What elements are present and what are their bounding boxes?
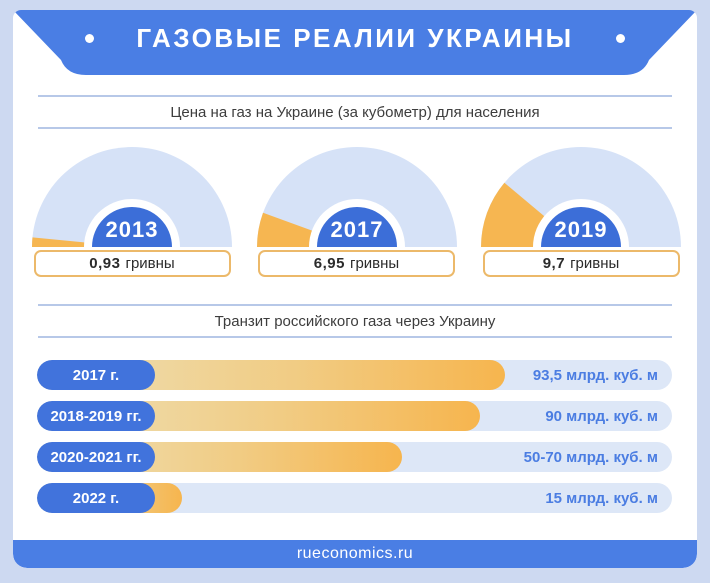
page-title: ГАЗОВЫЕ РЕАЛИИ УКРАИНЫ xyxy=(136,22,574,53)
bar-chart: 2017 г. 93,5 млрд. куб. м 2018-2019 гг. … xyxy=(13,338,697,513)
footer-bar: rueconomics.ru xyxy=(13,540,697,568)
bar-row-2017: 2017 г. 93,5 млрд. куб. м xyxy=(37,360,672,390)
gauge-2013: 2013 0,93 гривны xyxy=(31,147,233,277)
gauge-value-box: 6,95 гривны xyxy=(258,250,455,277)
gauge-chart-2017: 2017 xyxy=(256,147,457,247)
gauge-chart-2013: 2013 xyxy=(32,147,232,247)
infographic-card: ГАЗОВЫЕ РЕАЛИИ УКРАИНЫ Цена на газ на Ук… xyxy=(13,10,697,568)
bar-year-pill: 2017 г. xyxy=(37,360,155,390)
gauge-chart-2019: 2019 xyxy=(481,147,681,247)
bar-value-label: 90 млрд. куб. м xyxy=(545,407,658,425)
gauge-year-label: 2017 xyxy=(330,217,383,242)
bar-value-label: 15 млрд. куб. м xyxy=(545,489,658,507)
header-trapezoid-shape xyxy=(13,10,697,75)
gauge-value: 9,7 xyxy=(542,255,566,272)
bar-row-2022: 2022 г. 15 млрд. куб. м xyxy=(37,483,672,513)
bar-year-pill: 2020-2021 гг. xyxy=(37,442,155,472)
bullet-dot-icon xyxy=(85,33,95,43)
gauge-2017: 2017 6,95 гривны xyxy=(256,147,458,277)
gauge-value: 6,95 xyxy=(313,255,345,272)
bullet-dot-icon xyxy=(615,33,625,43)
bar-row-2020-2021: 2020-2021 гг. 50-70 млрд. куб. м xyxy=(37,442,672,472)
bar-value-label: 93,5 млрд. куб. м xyxy=(532,366,658,384)
section-title-transit: Транзит российского газа через Украину xyxy=(38,304,672,338)
gauge-row: 2013 0,93 гривны 2017 6,95 гривны xyxy=(13,129,697,277)
footer-site-link[interactable]: rueconomics.ru xyxy=(296,545,414,562)
gauge-year-label: 2013 xyxy=(106,217,159,242)
gauge-value-box: 9,7 гривны xyxy=(482,250,680,277)
bar-year-pill: 2018-2019 гг. xyxy=(37,401,155,431)
bar-year-pill: 2022 г. xyxy=(37,483,155,513)
gauge-year-label: 2019 xyxy=(555,217,608,242)
bar-value-label: 50-70 млрд. куб. м xyxy=(523,448,658,466)
gauge-unit: гривны xyxy=(349,255,400,272)
header-banner: ГАЗОВЫЕ РЕАЛИИ УКРАИНЫ xyxy=(13,10,697,75)
gauge-value: 0,93 xyxy=(89,255,121,272)
gauge-unit: гривны xyxy=(125,255,175,272)
gauge-unit: гривны xyxy=(570,255,620,272)
section-title-prices: Цена на газ на Украине (за кубометр) для… xyxy=(38,95,672,129)
bar-row-2018-2019: 2018-2019 гг. 90 млрд. куб. м xyxy=(37,401,672,431)
gauge-2019: 2019 9,7 гривны xyxy=(480,147,682,277)
gauge-value-box: 0,93 гривны xyxy=(33,250,231,277)
